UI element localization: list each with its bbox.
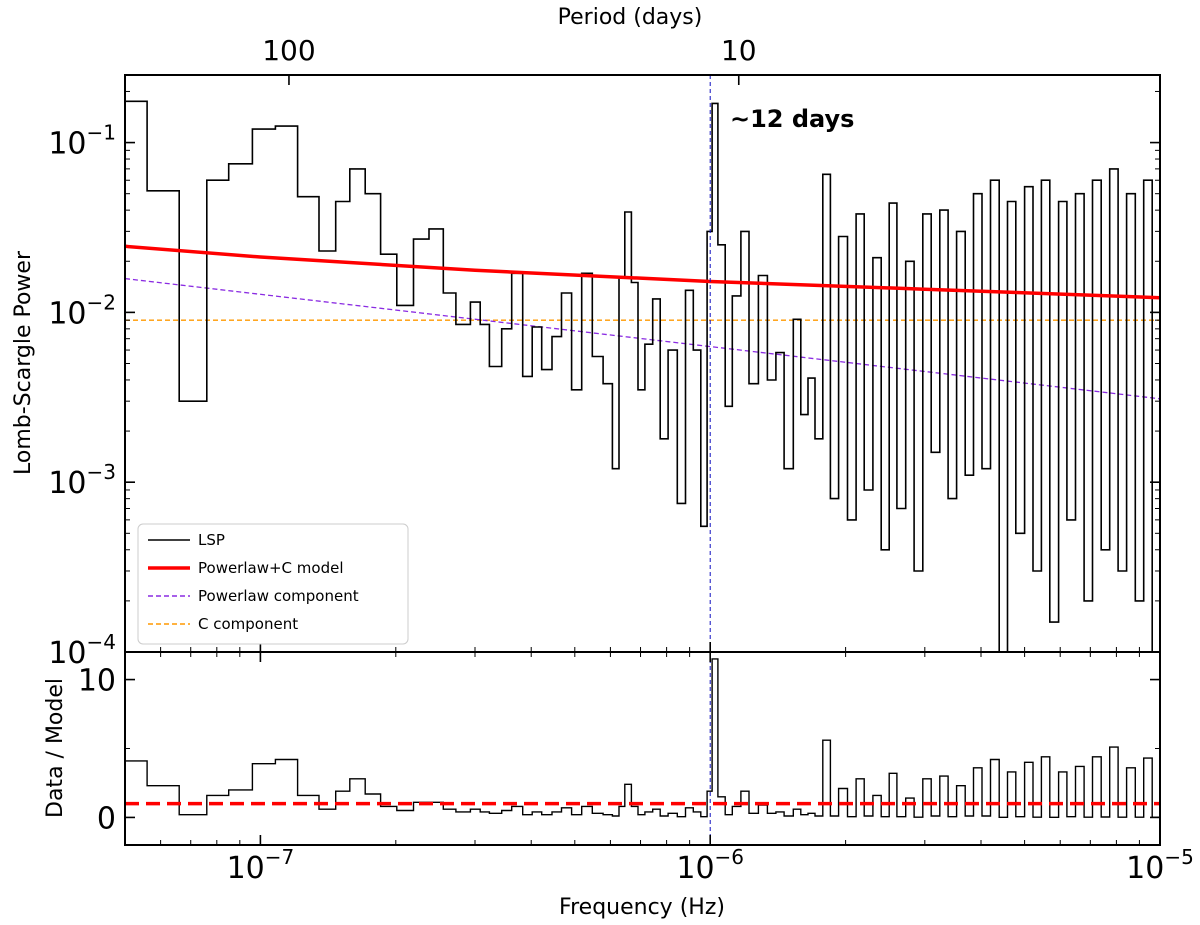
legend-label-powerlaw: Powerlaw component [198,587,359,605]
legend-frame [137,523,409,645]
series-powerlaw-c-model [125,244,1160,300]
top-y-tick-label: 10−1 [48,121,116,162]
bottom-panel-frame [124,651,1161,846]
bottom-y-axis-title: Data / Model [43,678,68,818]
legend: LSP Powerlaw+C model Powerlaw component … [137,523,409,645]
top-y-tick-label: 10−2 [48,290,116,331]
series-data-model-ratio [125,658,1160,818]
top-axis-title: Period (days) [558,5,703,30]
legend-entry-constant: C component [148,615,298,633]
legend-label-lsp: LSP [198,531,225,549]
legend-label-constant: C component [198,615,298,633]
top-plot-area [125,75,1160,652]
period-tick-label: 10 [721,34,757,67]
x-tick-label: 10−6 [676,845,744,886]
bottom-y-tick-label: 0 [97,801,116,836]
top-panel-ticks: 100 10 10−1 10−2 10−3 10−4 [48,34,1161,671]
x-tick-label: 10−5 [1126,845,1194,886]
legend-entry-powerlaw: Powerlaw component [148,587,359,605]
bottom-panel: 10−7 10−6 10−5 0 10 Frequency (Hz) Data / Mo… [43,651,1194,920]
top-panel: 100 10 10−1 10−2 10−3 10−4 Period (days) Lomb… [11,5,1161,671]
top-y-tick-label: 10−4 [48,630,116,671]
series-lsp [125,100,1160,652]
x-tick-label: 10−7 [227,845,295,886]
top-y-axis-title: Lomb-Scargle Power [11,250,36,475]
bottom-plot-area [125,652,1160,845]
x-axis-title: Frequency (Hz) [559,895,725,920]
period-tick-label: 100 [262,34,315,67]
bottom-y-tick-label: 10 [78,664,116,699]
legend-label-model: Powerlaw+C model [198,559,344,577]
legend-entry-model: Powerlaw+C model [148,559,344,577]
top-y-tick-label: 10−3 [48,460,116,501]
series-powerlaw-component [125,277,1160,400]
period-annotation: ~12 days [730,105,854,133]
legend-entry-lsp: LSP [148,531,225,549]
